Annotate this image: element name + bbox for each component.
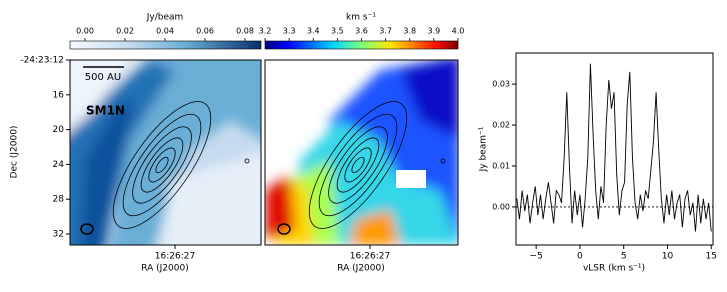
colorbar-tick-label: 0.02 (116, 27, 134, 36)
frame (69, 59, 262, 246)
colorbar-label: km s⁻¹ (346, 13, 376, 23)
frame (515, 52, 714, 246)
y-tick-label: 16 (53, 90, 65, 100)
y-tick-label: 0.03 (492, 80, 510, 89)
frame (264, 59, 459, 246)
colorbar-tick-label: 3.5 (331, 27, 344, 36)
y-tick-label: -24:23:12 (20, 56, 64, 66)
colorbar-tick-label: 0.00 (76, 27, 94, 36)
colorbar-tick-label: 3.3 (283, 27, 296, 36)
colorbar-tick-label: 3.9 (428, 27, 441, 36)
x-axis-label: vLSR (km s⁻¹) (583, 264, 645, 274)
x-tick-label: 0 (577, 252, 583, 262)
colorbar-tick-label: 3.2 (259, 27, 272, 36)
colorbar-tick-label: 3.8 (403, 27, 416, 36)
colorbar-tick-label: 0.08 (236, 27, 254, 36)
y-tick-label: 20 (53, 125, 65, 135)
spectrum-line (516, 63, 712, 232)
annotation: 500 AU (85, 72, 121, 83)
y-axis-label: Dec (J2000) (10, 126, 20, 179)
velocity-map (265, 60, 458, 245)
colorbar-tick-label: 3.4 (307, 27, 320, 36)
x-axis-label: RA (J2000) (337, 264, 385, 274)
colorbar-tick-label: 3.7 (379, 27, 392, 36)
contours (80, 101, 446, 235)
colorbar-tick-label: 4.0 (452, 27, 465, 36)
y-tick-label: 0.02 (492, 121, 510, 130)
y-tick-label: 0.01 (492, 161, 510, 170)
y-tick-label: 32 (53, 230, 64, 240)
y-axis-label: Jy beam⁻¹ (479, 126, 489, 172)
colorbar (264, 40, 459, 50)
x-tick-label: 16:26:27 (350, 252, 390, 262)
colorbar-tick-label: 3.6 (355, 27, 368, 36)
colorbar (69, 40, 262, 50)
x-tick-label: 16:26:27 (155, 252, 195, 262)
colorbar-tick-label: 0.06 (196, 27, 214, 36)
y-tick-label: 28 (53, 195, 65, 205)
y-tick-label: 0.00 (492, 202, 510, 211)
x-tick-label: −5 (529, 252, 542, 262)
colorbar-label: Jy/beam (146, 13, 184, 23)
colorbar-tick-label: 0.04 (156, 27, 174, 36)
x-tick-label: 10 (662, 252, 674, 262)
x-axis-label: RA (J2000) (141, 264, 189, 274)
intensity-map (70, 60, 261, 245)
x-tick-label: 5 (621, 252, 627, 262)
annotation: SM1N (86, 104, 125, 118)
y-tick-label: 24 (53, 160, 65, 170)
x-tick-label: 15 (706, 252, 717, 262)
